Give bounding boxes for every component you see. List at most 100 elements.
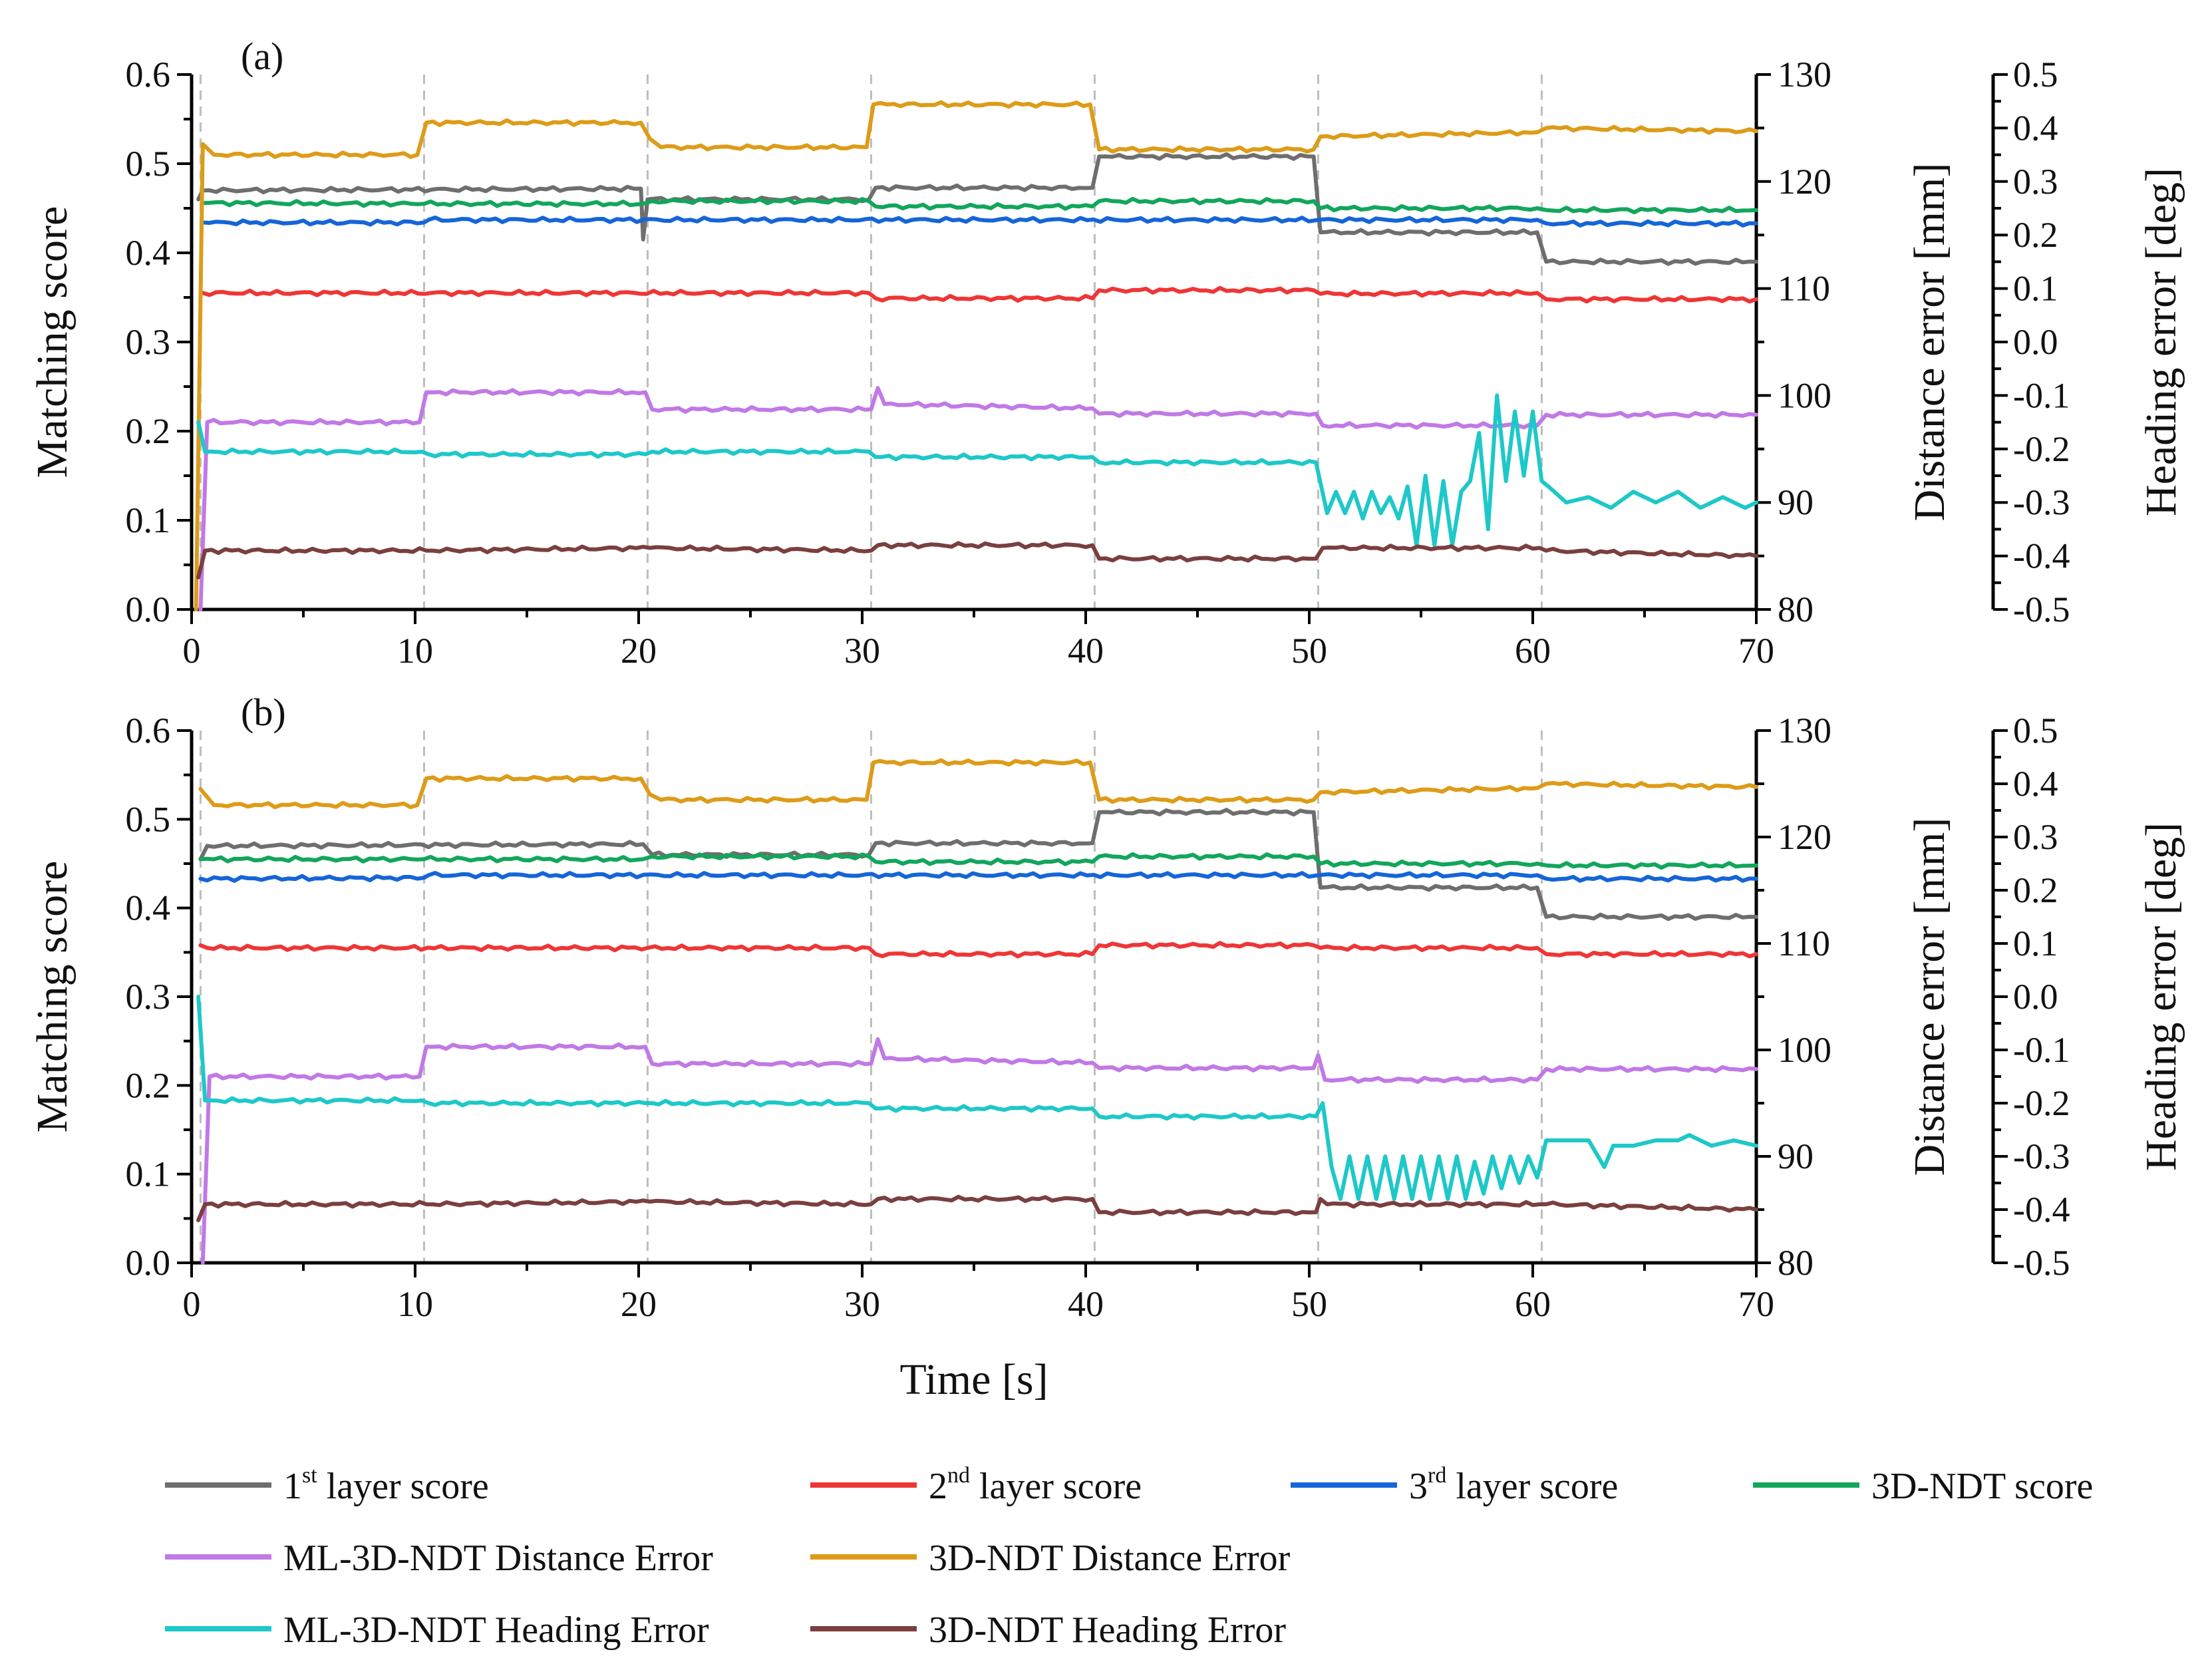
y-right-distance-tick-label: 120 <box>1778 162 1831 202</box>
series-line-3rd-layer-score <box>200 216 1758 228</box>
x-tick-label: 0 <box>183 1284 201 1324</box>
series-line-3d-ndt-distance-error <box>198 758 1758 810</box>
x-axis-title: Time [s] <box>899 1355 1048 1404</box>
y-right-heading-tick-label: 0.0 <box>2013 977 2058 1017</box>
legend-item-ml-3d-ndt-heading-error: ML-3D-NDT Heading Error <box>165 1609 709 1651</box>
series-line-2nd-layer-score <box>198 941 1758 959</box>
legend-label: 2nd layer score <box>929 1463 1142 1507</box>
y-right-heading-axis-title: Heading error [deg] <box>2137 822 2185 1171</box>
y-right-heading-tick-label: -0.4 <box>2013 536 2070 576</box>
y-left-axis-title: Matching score <box>28 206 77 478</box>
legend-item-2nd-layer-score: 2nd layer score <box>810 1463 1142 1507</box>
x-tick-label: 50 <box>1291 1284 1327 1324</box>
y-right-distance-axis-title: Distance error [mm] <box>1905 163 1954 522</box>
x-tick-label: 20 <box>621 1284 657 1324</box>
panel-label: (a) <box>241 35 283 78</box>
x-tick-label: 70 <box>1738 631 1774 671</box>
legend-item-3d-ndt-distance-error: 3D-NDT Distance Error <box>810 1538 1291 1579</box>
chart-panel-b: 0 10 20 30 40 50 60 70 0.0 0.1 0.2 0.3 0.4 0.5 0.6 80 90… <box>28 691 2185 1404</box>
legend-item-3d-ndt-score: 3D-NDT score <box>1753 1466 2093 1507</box>
x-tick-label: 70 <box>1738 1284 1774 1324</box>
y-right-heading-tick-label: -0.1 <box>2013 375 2070 415</box>
y-right-heading-tick-label: 0.5 <box>2013 55 2058 94</box>
series-line-ml-3d-ndt-distance-error <box>198 386 1758 611</box>
y-right-distance-tick-label: 100 <box>1778 1030 1831 1070</box>
y-left-tick-label: 0.0 <box>126 1243 171 1283</box>
y-left-axis-title: Matching score <box>28 861 77 1133</box>
series-line-3d-ndt-score <box>200 196 1758 214</box>
legend-label: 3D-NDT Distance Error <box>929 1538 1291 1579</box>
y-right-heading-tick-label: -0.2 <box>2013 1083 2070 1123</box>
y-left-tick-label: 0.5 <box>126 799 171 839</box>
x-tick-label: 0 <box>183 631 201 671</box>
x-tick-label: 20 <box>621 631 657 671</box>
series-line-ml-3d-ndt-distance-error <box>200 1037 1758 1265</box>
y-right-heading-tick-label: -0.5 <box>2013 1243 2070 1283</box>
y-right-distance-tick-label: 120 <box>1778 817 1831 857</box>
chart-panel-a: 0 10 20 30 40 50 60 70 0.0 0.1 0.2 0.3 0.4 0.5 0.6 80 90… <box>28 35 2185 671</box>
x-tick-label: 60 <box>1515 1284 1551 1324</box>
y-right-heading-tick-label: -0.3 <box>2013 1136 2070 1176</box>
y-right-heading-tick-label: 0.1 <box>2013 923 2058 963</box>
series-line-3rd-layer-score <box>198 871 1758 883</box>
x-tick-label: 30 <box>844 631 880 671</box>
y-right-heading-tick-label: 0.1 <box>2013 269 2058 309</box>
x-tick-label: 50 <box>1291 631 1327 671</box>
y-left-tick-label: 0.1 <box>126 1154 171 1194</box>
y-right-heading-tick-label: 0.4 <box>2013 764 2058 804</box>
y-right-heading-axis-title: Heading error [deg] <box>2137 168 2185 516</box>
legend-label: ML-3D-NDT Distance Error <box>283 1538 713 1579</box>
y-right-heading-tick-label: 0.0 <box>2013 322 2058 362</box>
y-right-distance-tick-label: 80 <box>1778 1243 1814 1283</box>
y-left-tick-label: 0.1 <box>126 500 171 540</box>
x-tick-label: 40 <box>1068 1284 1104 1324</box>
series-line-3d-ndt-heading-error <box>196 541 1758 580</box>
y-right-distance-tick-label: 80 <box>1778 589 1814 629</box>
x-tick-label: 60 <box>1515 631 1551 671</box>
panel-label: (b) <box>241 691 286 734</box>
legend-item-1st-layer-score: 1st layer score <box>165 1463 489 1507</box>
x-tick-label: 30 <box>844 1284 880 1324</box>
y-right-heading-tick-label: -0.3 <box>2013 482 2070 522</box>
legend-label: 1st layer score <box>283 1463 489 1507</box>
legend-label: ML-3D-NDT Heading Error <box>283 1609 709 1651</box>
legend-label: 3D-NDT Heading Error <box>929 1609 1286 1651</box>
series-line-1st-layer-score <box>198 808 1758 922</box>
x-tick-label: 40 <box>1068 631 1104 671</box>
y-right-heading-tick-label: 0.4 <box>2013 108 2058 148</box>
legend-item-3rd-layer-score: 3rd layer score <box>1291 1463 1618 1507</box>
legend-label: 3D-NDT score <box>1871 1466 2093 1507</box>
y-right-distance-tick-label: 90 <box>1778 1136 1814 1176</box>
y-left-tick-label: 0.5 <box>126 144 171 184</box>
x-tick-label: 10 <box>397 1284 433 1324</box>
y-right-distance-tick-label: 90 <box>1778 482 1814 522</box>
y-right-distance-axis-title: Distance error [mm] <box>1905 818 1954 1176</box>
series-line-3d-ndt-distance-error <box>194 100 1758 611</box>
y-right-distance-tick-label: 110 <box>1778 923 1830 963</box>
y-right-heading-tick-label: -0.4 <box>2013 1190 2070 1230</box>
y-right-distance-tick-label: 110 <box>1778 269 1830 309</box>
series-line-ml-3d-ndt-heading-error <box>196 995 1758 1201</box>
y-right-heading-tick-label: 0.3 <box>2013 162 2058 202</box>
y-left-tick-label: 0.4 <box>126 888 171 928</box>
y-right-distance-tick-label: 130 <box>1778 55 1831 94</box>
y-left-tick-label: 0.6 <box>126 711 171 751</box>
y-left-tick-label: 0.6 <box>126 55 171 94</box>
y-left-tick-label: 0.2 <box>126 411 171 451</box>
y-right-distance-tick-label: 100 <box>1778 375 1831 415</box>
legend: 1st layer score 2nd layer score 3rd layer … <box>165 1463 2093 1651</box>
y-right-heading-tick-label: 0.2 <box>2013 870 2058 910</box>
legend-item-3d-ndt-heading-error: 3D-NDT Heading Error <box>810 1609 1286 1651</box>
y-right-heading-tick-label: 0.2 <box>2013 215 2058 255</box>
y-left-tick-label: 0.2 <box>126 1065 171 1105</box>
legend-label: 3rd layer score <box>1409 1463 1618 1507</box>
series-line-ml-3d-ndt-heading-error <box>196 393 1758 548</box>
y-right-distance-tick-label: 130 <box>1778 711 1831 751</box>
y-left-tick-label: 0.0 <box>126 589 171 629</box>
y-left-tick-label: 0.4 <box>126 233 171 273</box>
y-right-heading-tick-label: 0.3 <box>2013 817 2058 857</box>
y-right-heading-tick-label: -0.2 <box>2013 429 2070 469</box>
x-tick-label: 10 <box>397 631 433 671</box>
y-right-heading-tick-label: -0.5 <box>2013 589 2070 629</box>
